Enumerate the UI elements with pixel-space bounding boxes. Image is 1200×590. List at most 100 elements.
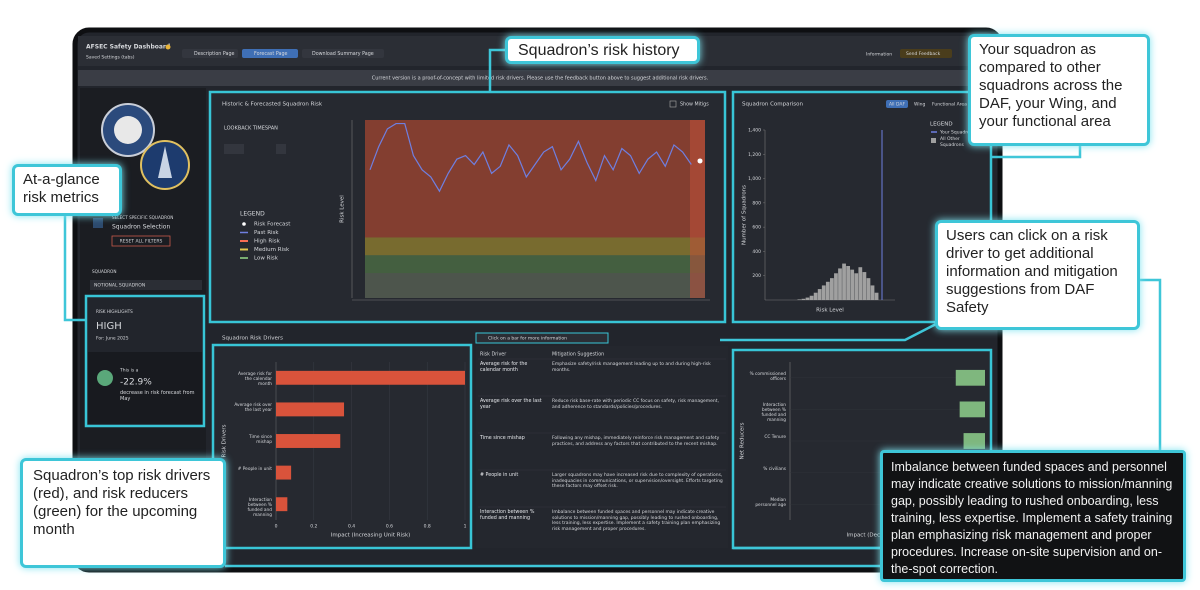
risk-period: For: June 2025 — [96, 336, 129, 342]
y-tick-label: 200 — [752, 273, 761, 279]
histogram-bar — [862, 272, 867, 300]
callout: Squadron’s top risk drivers (red), and r… — [20, 458, 226, 568]
legend-label: Medium Risk — [254, 247, 290, 253]
detail-callout: Imbalance between funded spaces and pers… — [880, 450, 1186, 582]
squadron-label: SQUADRON — [92, 269, 116, 274]
filter[interactable]: Wing — [914, 102, 925, 108]
connector — [720, 320, 941, 342]
tab-active[interactable] — [242, 49, 298, 58]
table-cell[interactable]: # People in unit — [480, 473, 519, 478]
legend-label: High Risk — [254, 239, 281, 245]
lookback-label: LOOKBACK TIMESPAN — [224, 126, 278, 132]
feedback-label[interactable]: Send Feedback — [906, 51, 941, 57]
tab[interactable] — [302, 49, 384, 58]
histogram-bar — [821, 285, 826, 300]
banner-text: Current version is a proof-of-concept wi… — [372, 76, 709, 82]
histogram-bar — [854, 273, 859, 300]
search-box[interactable] — [475, 332, 609, 344]
show-toggle[interactable]: Show Mitigs — [680, 102, 709, 108]
tab[interactable] — [182, 49, 238, 58]
tab-label[interactable]: Forecast Page — [254, 51, 287, 57]
x-tick-label: 0 — [275, 524, 278, 530]
logo-mark — [158, 146, 172, 178]
reducer-bar — [955, 369, 985, 386]
squadron-dropdown[interactable] — [90, 280, 202, 290]
category-label: Time since mishap — [248, 435, 272, 445]
table-cell: Following any mishap, immediately reinfo… — [552, 436, 720, 447]
connector — [1140, 278, 1162, 452]
table-header: Mitigation Suggestion — [552, 352, 604, 358]
histogram-bar — [858, 267, 863, 300]
x-tick-label: 0.2 — [310, 524, 317, 530]
tab-label[interactable]: Description Page — [194, 51, 235, 57]
driver-bar — [276, 465, 292, 480]
legend-title: LEGEND — [930, 122, 953, 128]
category-label: Average risk over the last year — [234, 403, 272, 414]
histogram-bar — [846, 266, 851, 300]
change-icon — [97, 370, 113, 386]
callout: Squadron’s risk history — [505, 36, 700, 64]
x-axis-label: Risk Level — [816, 308, 844, 314]
reducer-bar — [963, 433, 985, 449]
panel-title: Squadron Comparison — [742, 102, 804, 108]
legend-label: Risk Forecast — [254, 222, 291, 228]
histogram-bar — [866, 278, 871, 300]
histogram-bar — [834, 273, 838, 300]
y-tick-label: 600 — [752, 225, 761, 231]
connector — [991, 144, 1082, 159]
lookback-button[interactable] — [276, 144, 286, 154]
saved-settings[interactable]: Saved Settings (tabs) — [86, 55, 135, 61]
histogram-bar — [850, 269, 855, 300]
table-cell[interactable]: Average risk over the last year — [480, 399, 542, 410]
risk-band — [365, 237, 705, 256]
histogram-bar — [817, 289, 822, 300]
info-button[interactable]: Information — [866, 52, 892, 58]
histogram-bar — [842, 263, 846, 300]
histogram-bar — [805, 297, 810, 300]
y-tick-label: 1,400 — [748, 128, 761, 134]
driver-bar — [276, 497, 288, 512]
y-axis-label: Number of Squadrons — [742, 185, 748, 245]
category-label: % civilians — [763, 466, 786, 472]
y-tick-label: 1,000 — [748, 176, 761, 182]
table-cell[interactable]: Average risk for the calendar month — [480, 362, 528, 373]
risk-band — [365, 255, 705, 274]
x-tick-label: 1 — [464, 524, 467, 530]
category-label: Interaction between % funded and manning — [761, 403, 786, 424]
forecast-point — [697, 158, 703, 164]
panel-title: Historic & Forecasted Squadron Risk — [222, 102, 323, 108]
squadron-value[interactable]: NOTIONAL SQUADRON — [94, 283, 145, 289]
y-axis-label: Net Reducers — [740, 422, 746, 459]
select-icon — [93, 218, 103, 228]
histogram-bar — [874, 292, 879, 300]
checkbox[interactable] — [669, 100, 677, 108]
table-cell[interactable]: Time since mishap — [480, 436, 525, 441]
tab-label[interactable]: Download Summary Page — [312, 51, 374, 57]
banner — [78, 70, 997, 86]
panel-title: Squadron Risk Drivers — [222, 336, 283, 342]
reset-label[interactable]: RESET ALL FILTERS — [120, 239, 163, 245]
y-tick-label: 400 — [752, 249, 761, 255]
squadron-selection[interactable]: Squadron Selection — [112, 224, 170, 231]
legend-swatch — [242, 222, 246, 226]
category-label: Median personnel age — [755, 498, 786, 509]
legend-label: Low Risk — [254, 256, 279, 262]
filter-active[interactable] — [886, 100, 908, 108]
legend-title: LEGEND — [240, 211, 265, 218]
table-cell[interactable]: Interaction between % funded and manning — [480, 510, 535, 521]
metric-label: RISK HIGHLIGHTS — [96, 309, 133, 314]
legend-label: Your Squadron — [939, 130, 973, 136]
x-axis-label: Impact (Increasing Unit Risk) — [331, 533, 411, 539]
reset-button[interactable] — [111, 235, 171, 247]
feedback-button[interactable] — [900, 49, 952, 58]
search-placeholder[interactable]: Click on a bar for more information — [488, 336, 567, 342]
change-text: decrease in risk forecast from May — [120, 390, 195, 402]
filter[interactable]: All DAF — [889, 102, 905, 108]
table-cell: Emphasize safety/risk management leading… — [552, 362, 711, 373]
table-panel — [476, 346, 728, 548]
filter[interactable]: Functional Area — [932, 102, 967, 108]
histogram-bar — [870, 285, 875, 300]
lookback-input[interactable] — [224, 144, 244, 154]
table-cell: Larger squadrons may have increased risk… — [552, 473, 723, 490]
